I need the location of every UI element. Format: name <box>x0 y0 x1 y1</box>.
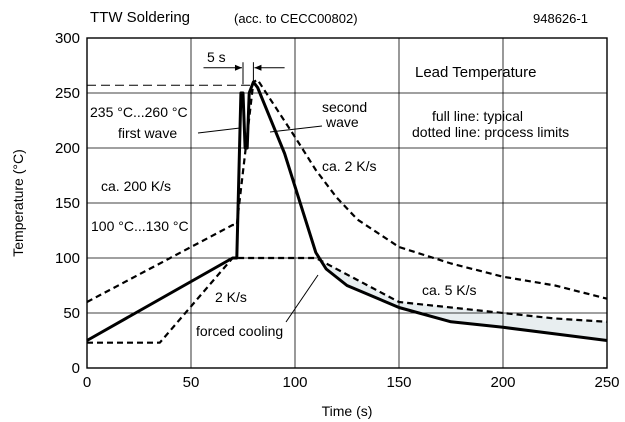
annotation-interval: 5 s <box>207 49 226 65</box>
interval-arrowhead-right <box>254 64 262 71</box>
y-tick-label-50: 50 <box>63 305 80 322</box>
chart-title: TTW Soldering <box>90 9 191 26</box>
x-tick-label-250: 250 <box>594 374 619 391</box>
y-tick-label-250: 250 <box>55 85 80 102</box>
annotation-second-wave-line1: second <box>322 99 367 115</box>
x-tick-label-150: 150 <box>386 374 411 391</box>
figure-number: 948626-1 <box>533 11 588 26</box>
series-line-1 <box>86 78 608 303</box>
interval-arrowhead-left <box>234 64 242 71</box>
annotation-rate-200: ca. 200 K/s <box>101 178 171 194</box>
forced-cooling-leader <box>285 274 319 323</box>
y-tick-label-150: 150 <box>55 195 80 212</box>
y-tick-label-100: 100 <box>55 250 80 267</box>
annotation-first-wave: first wave <box>118 125 177 141</box>
x-tick-label-100: 100 <box>282 374 307 391</box>
annotation-rate-2-hot: ca. 2 K/s <box>322 158 376 174</box>
chart-subtitle: (acc. to CECC00802) <box>234 11 358 26</box>
annotation-rate-2: 2 K/s <box>215 289 247 305</box>
first-wave-leader <box>197 127 241 134</box>
annotation-preheat-range: 100 °C...130 °C <box>91 218 189 234</box>
x-tick-label-200: 200 <box>490 374 515 391</box>
plot-frame <box>86 37 608 369</box>
cooling-shade-band <box>315 252 607 341</box>
annotation-forced-cooling: forced cooling <box>196 323 283 339</box>
x-tick-label-0: 0 <box>83 374 91 391</box>
annotation-rate-5: ca. 5 K/s <box>422 282 476 298</box>
annotation-lead-temperature: Lead Temperature <box>415 64 536 81</box>
y-tick-label-200: 200 <box>55 140 80 157</box>
x-axis-label: Time (s) <box>322 403 373 419</box>
second-wave-leader <box>269 125 323 133</box>
annotation-legend-full: full line: typical <box>432 108 523 124</box>
y-tick-label-300: 300 <box>55 30 80 47</box>
annotation-second-wave-line2: wave <box>325 114 359 130</box>
annotation-wave-temp-range: 235 °C...260 °C <box>90 104 188 120</box>
x-tick-label-50: 50 <box>183 374 200 391</box>
y-axis-label: Temperature (°C) <box>10 149 26 257</box>
annotation-legend-dotted: dotted line: process limits <box>412 124 569 140</box>
y-tick-label-0: 0 <box>72 360 80 377</box>
series-line-0 <box>86 80 608 342</box>
series-line-2 <box>87 256 608 344</box>
